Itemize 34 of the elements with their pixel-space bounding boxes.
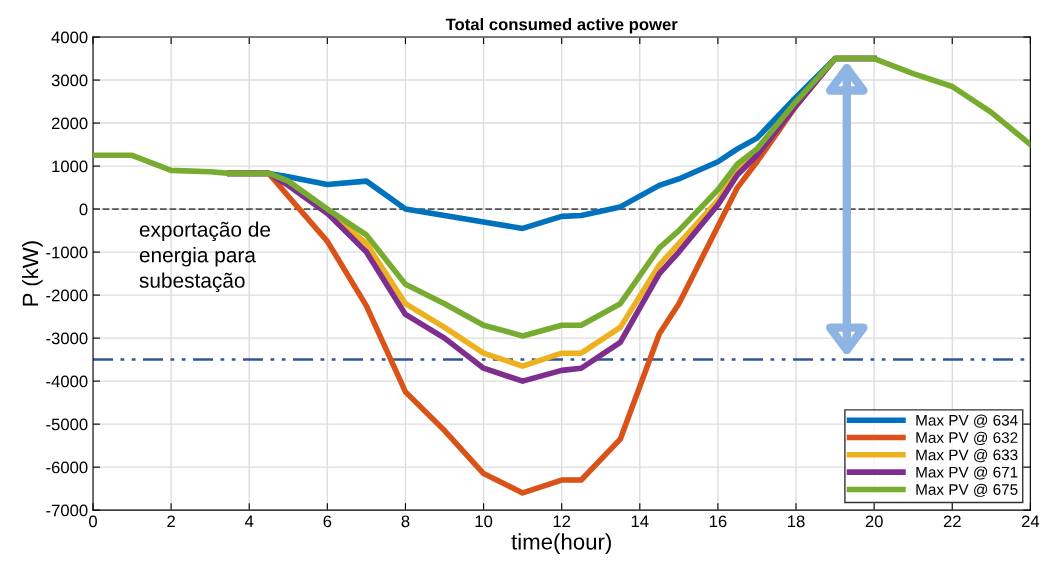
y-tick-label: 2000 — [51, 117, 88, 130]
y-tick-label: -1000 — [46, 246, 88, 259]
x-tick-label: 12 — [553, 515, 571, 528]
y-tick-label: 0 — [79, 203, 88, 216]
y-tick-label: -5000 — [46, 418, 88, 431]
y-tick-label: -7000 — [46, 504, 88, 517]
y-tick-label: 4000 — [51, 31, 88, 44]
x-axis-title: time(hour) — [511, 533, 611, 555]
y-axis-title: P (kW) — [22, 241, 43, 306]
x-tick-label: 2 — [167, 515, 175, 528]
y-tick-label: -4000 — [46, 375, 88, 388]
x-tick-label: 10 — [475, 515, 493, 528]
annotation: exportação de energia para subestação — [139, 221, 271, 293]
x-tick-label: 24 — [1021, 515, 1040, 528]
x-tick-label: 4 — [244, 515, 254, 528]
x-tick-label: 16 — [709, 515, 727, 528]
x-tick-label: 6 — [323, 515, 332, 528]
x-tick-label: 18 — [788, 515, 805, 528]
x-tick-label: 14 — [631, 515, 649, 528]
y-tick-label: 1000 — [52, 160, 88, 173]
y-tick-label: -3000 — [46, 332, 88, 345]
legend-label: Max PV @ 634 — [916, 414, 1018, 428]
x-tick-label: 22 — [943, 515, 961, 528]
legend-label: Max PV @ 675 — [916, 483, 1018, 497]
x-tick-label: 0 — [89, 515, 97, 528]
x-tick-label: 8 — [401, 515, 410, 528]
x-tick-label: 20 — [865, 515, 883, 528]
y-tick-label: 3000 — [51, 74, 88, 87]
y-tick-label: -6000 — [46, 461, 88, 474]
legend-label: Max PV @ 671 — [916, 466, 1018, 480]
legend-label: Max PV @ 632 — [916, 431, 1018, 445]
y-tick-label: -2000 — [46, 289, 88, 302]
legend-label: Max PV @ 633 — [916, 449, 1018, 463]
chart-title: Total consumed active power — [445, 18, 678, 34]
